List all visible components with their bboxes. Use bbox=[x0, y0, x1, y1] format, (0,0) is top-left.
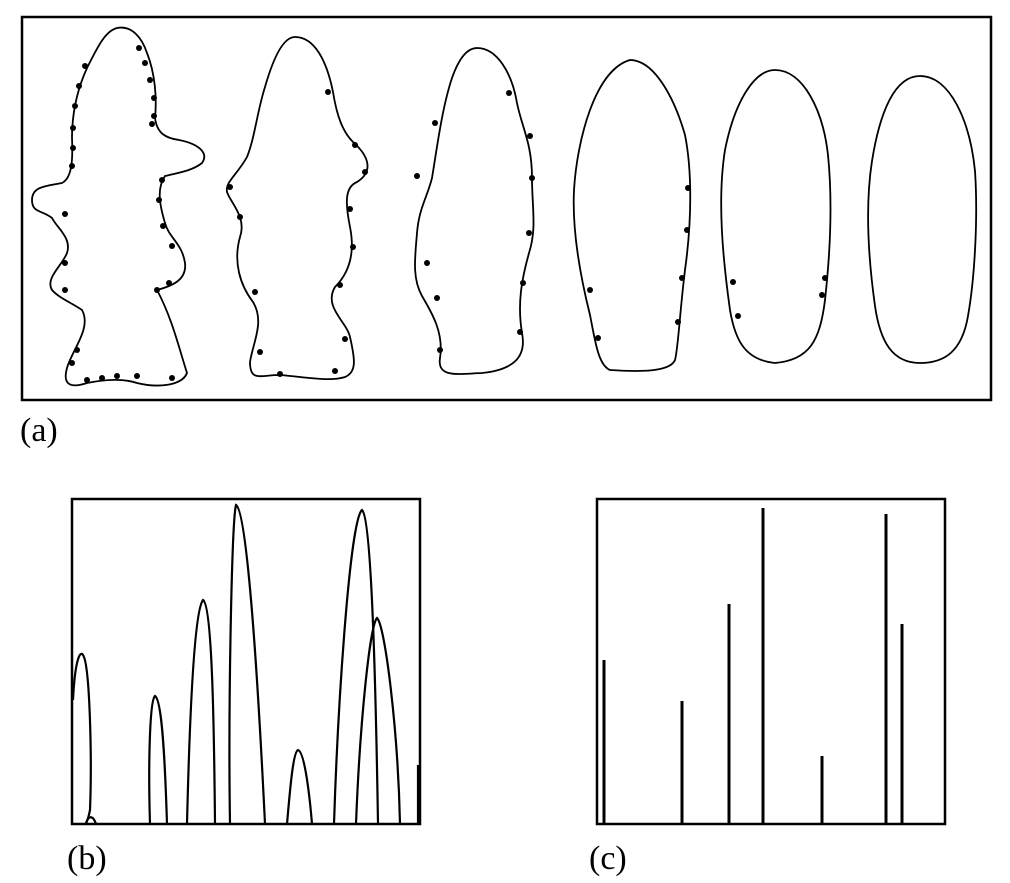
contour-path-2 bbox=[225, 36, 369, 381]
contour-shape-3 bbox=[414, 47, 535, 375]
panel-a: (a) bbox=[20, 15, 993, 449]
panel-b-frame bbox=[70, 497, 422, 826]
contour-shape-2 bbox=[225, 36, 369, 381]
contour-path-3 bbox=[414, 47, 535, 375]
contour-shape-4 bbox=[572, 59, 692, 372]
contour-path-5 bbox=[720, 69, 832, 364]
contour-shape-1 bbox=[31, 26, 206, 387]
panel-c-frame bbox=[595, 497, 947, 826]
panel-b-label: (b) bbox=[67, 840, 107, 877]
panel-c-bars bbox=[602, 508, 904, 824]
curvature-points-3 bbox=[414, 90, 535, 353]
curvature-points-2 bbox=[227, 89, 368, 377]
contour-path-6 bbox=[867, 75, 978, 364]
panel-a-frame bbox=[20, 15, 993, 402]
curvature-points-1 bbox=[62, 45, 175, 383]
contour-path-1 bbox=[31, 26, 206, 387]
panel-b-curves bbox=[71, 503, 420, 826]
panel-c: (c) bbox=[589, 497, 947, 877]
curvature-points-5 bbox=[730, 275, 828, 319]
contour-path-4 bbox=[572, 59, 692, 372]
contour-shape-6 bbox=[867, 75, 978, 364]
panel-b: (b) bbox=[67, 497, 422, 877]
contour-shape-5 bbox=[720, 69, 832, 364]
panel-c-label: (c) bbox=[589, 840, 627, 877]
panel-a-label: (a) bbox=[20, 412, 58, 449]
curvature-points-4 bbox=[587, 185, 691, 341]
